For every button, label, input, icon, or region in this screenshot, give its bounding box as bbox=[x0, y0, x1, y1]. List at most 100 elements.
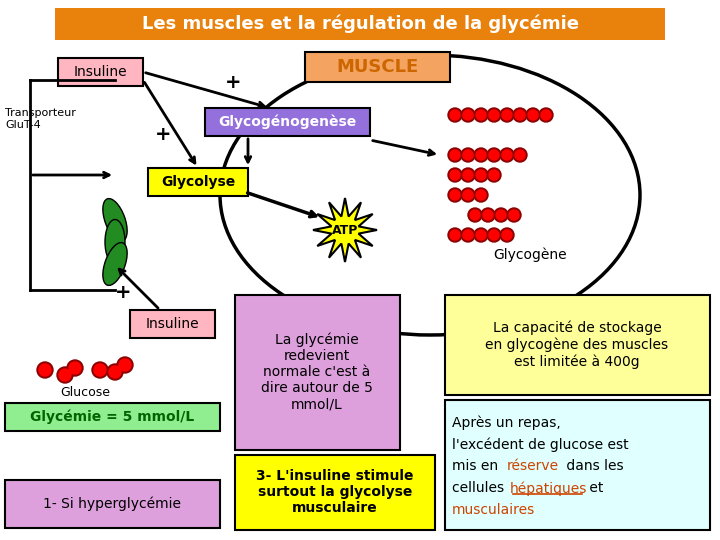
Circle shape bbox=[494, 208, 508, 222]
Text: Après un repas,: Après un repas, bbox=[452, 415, 561, 429]
FancyBboxPatch shape bbox=[148, 168, 248, 196]
Circle shape bbox=[119, 359, 131, 371]
Text: l'excédent de glucose est: l'excédent de glucose est bbox=[452, 437, 629, 451]
FancyBboxPatch shape bbox=[305, 52, 450, 82]
Circle shape bbox=[461, 148, 475, 162]
Circle shape bbox=[539, 108, 553, 122]
Circle shape bbox=[109, 366, 121, 378]
Text: Insuline: Insuline bbox=[145, 317, 199, 331]
FancyBboxPatch shape bbox=[130, 310, 215, 338]
Text: Transporteur
GluT-4: Transporteur GluT-4 bbox=[5, 108, 76, 130]
Circle shape bbox=[474, 108, 488, 122]
Circle shape bbox=[502, 110, 512, 120]
Circle shape bbox=[474, 188, 488, 202]
Ellipse shape bbox=[220, 55, 640, 335]
Text: Glycolyse: Glycolyse bbox=[161, 175, 235, 189]
Circle shape bbox=[481, 208, 495, 222]
Ellipse shape bbox=[103, 199, 127, 241]
Circle shape bbox=[489, 230, 499, 240]
Circle shape bbox=[515, 110, 525, 120]
Circle shape bbox=[487, 168, 501, 182]
Circle shape bbox=[463, 150, 473, 160]
Text: Les muscles et la régulation de la glycémie: Les muscles et la régulation de la glycé… bbox=[142, 15, 578, 33]
FancyBboxPatch shape bbox=[445, 295, 710, 395]
Text: ATP: ATP bbox=[332, 224, 358, 237]
FancyBboxPatch shape bbox=[58, 58, 143, 86]
Circle shape bbox=[117, 357, 133, 373]
Circle shape bbox=[463, 190, 473, 200]
Text: mis en: mis en bbox=[452, 459, 503, 473]
Circle shape bbox=[450, 190, 460, 200]
Text: La capacité de stockage
en glycogène des muscles
est limitée à 400g: La capacité de stockage en glycogène des… bbox=[485, 321, 669, 369]
Circle shape bbox=[107, 364, 123, 380]
FancyBboxPatch shape bbox=[235, 455, 435, 530]
Text: Glycémie = 5 mmol/L: Glycémie = 5 mmol/L bbox=[30, 410, 194, 424]
Circle shape bbox=[507, 208, 521, 222]
Text: cellules: cellules bbox=[452, 481, 508, 495]
Circle shape bbox=[450, 150, 460, 160]
Circle shape bbox=[463, 230, 473, 240]
Circle shape bbox=[461, 108, 475, 122]
Circle shape bbox=[487, 148, 501, 162]
FancyBboxPatch shape bbox=[5, 480, 220, 528]
Text: musculaires: musculaires bbox=[452, 503, 535, 517]
Circle shape bbox=[463, 170, 473, 180]
Text: hépatiques: hépatiques bbox=[510, 481, 588, 496]
Text: +: + bbox=[155, 125, 171, 144]
Circle shape bbox=[528, 110, 538, 120]
FancyBboxPatch shape bbox=[55, 8, 665, 40]
Circle shape bbox=[513, 108, 527, 122]
Circle shape bbox=[67, 360, 83, 376]
Circle shape bbox=[474, 168, 488, 182]
Text: 1- Si hyperglycémie: 1- Si hyperglycémie bbox=[43, 497, 181, 511]
Text: Glucose: Glucose bbox=[60, 387, 110, 400]
Circle shape bbox=[515, 150, 525, 160]
Circle shape bbox=[450, 170, 460, 180]
Circle shape bbox=[57, 367, 73, 383]
Circle shape bbox=[496, 210, 506, 220]
Circle shape bbox=[483, 210, 493, 220]
Circle shape bbox=[94, 364, 106, 376]
Circle shape bbox=[502, 230, 512, 240]
Circle shape bbox=[448, 168, 462, 182]
Text: Insuline: Insuline bbox=[73, 65, 127, 79]
Circle shape bbox=[474, 148, 488, 162]
Circle shape bbox=[487, 108, 501, 122]
Text: réserve: réserve bbox=[507, 459, 559, 473]
FancyBboxPatch shape bbox=[205, 108, 370, 136]
Circle shape bbox=[470, 210, 480, 220]
Circle shape bbox=[448, 108, 462, 122]
FancyBboxPatch shape bbox=[5, 403, 220, 431]
Circle shape bbox=[509, 210, 519, 220]
Text: dans les: dans les bbox=[562, 459, 624, 473]
Circle shape bbox=[474, 228, 488, 242]
Text: La glycémie
redevient
normale c'est à
dire autour de 5
mmol/L: La glycémie redevient normale c'est à di… bbox=[261, 332, 373, 411]
Circle shape bbox=[448, 148, 462, 162]
Circle shape bbox=[59, 369, 71, 381]
Circle shape bbox=[448, 188, 462, 202]
Circle shape bbox=[461, 188, 475, 202]
Circle shape bbox=[487, 228, 501, 242]
FancyBboxPatch shape bbox=[445, 400, 710, 530]
Circle shape bbox=[526, 108, 540, 122]
Circle shape bbox=[500, 108, 514, 122]
Circle shape bbox=[461, 228, 475, 242]
Circle shape bbox=[489, 110, 499, 120]
Circle shape bbox=[476, 230, 486, 240]
Text: MUSCLE: MUSCLE bbox=[336, 58, 418, 76]
Text: +: + bbox=[115, 283, 132, 302]
Circle shape bbox=[450, 110, 460, 120]
Text: +: + bbox=[225, 73, 241, 92]
Text: Glycogène: Glycogène bbox=[493, 248, 567, 262]
Circle shape bbox=[476, 190, 486, 200]
Circle shape bbox=[92, 362, 108, 378]
Circle shape bbox=[476, 170, 486, 180]
Ellipse shape bbox=[105, 219, 125, 265]
Circle shape bbox=[489, 170, 499, 180]
Circle shape bbox=[448, 228, 462, 242]
Circle shape bbox=[450, 230, 460, 240]
Ellipse shape bbox=[103, 242, 127, 286]
Circle shape bbox=[463, 110, 473, 120]
Text: Glycogénogenèse: Glycogénogenèse bbox=[218, 115, 356, 129]
Circle shape bbox=[500, 228, 514, 242]
